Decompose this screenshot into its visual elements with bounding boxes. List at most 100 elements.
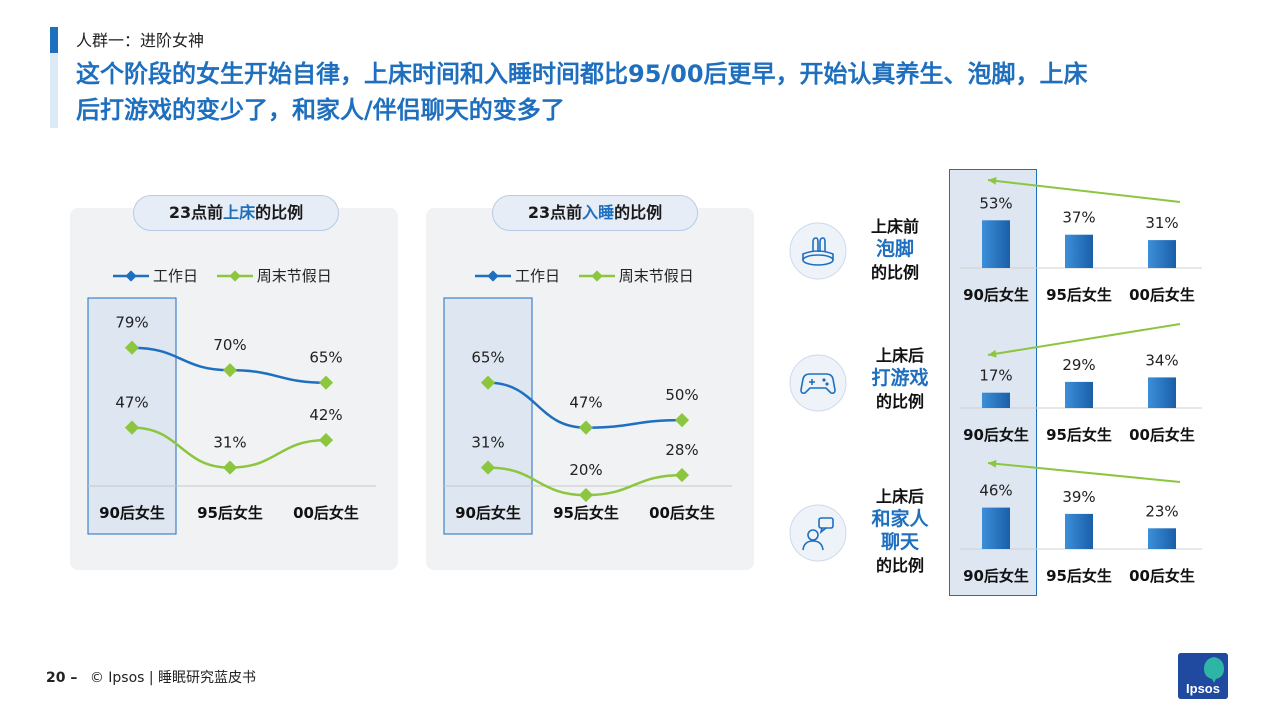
bar-category-2-2: 00后女生 xyxy=(1129,567,1195,585)
line-chart-bedtime: 79% 70% 65% 47% 31% 42% 90后女生 95后女生 00后女生 xyxy=(87,297,376,535)
page-headline: 这个阶段的女生开始自律，上床时间和入睡时间都比95/00后更早，开始认真养生、泡… xyxy=(76,56,1216,128)
data-point-1-1 xyxy=(578,487,594,503)
bar-category-0-1: 95后女生 xyxy=(1046,286,1112,304)
headline-line-1: 这个阶段的女生开始自律，上床时间和入睡时间都比95/00后更早，开始认真养生、泡… xyxy=(76,60,1088,88)
label-highlight: 泡脚 xyxy=(875,238,914,260)
bar-value-2-1: 39% xyxy=(1062,488,1095,506)
trend-arrow-2 xyxy=(987,462,1181,483)
category-label-2: 00后女生 xyxy=(293,504,359,522)
bar-0-1 xyxy=(1065,234,1093,268)
chart-title-suffix: 的比例 xyxy=(255,203,304,222)
data-point-0-2 xyxy=(318,375,334,390)
label-line: 的比例 xyxy=(870,263,919,282)
trend-arrowhead-2 xyxy=(988,459,997,468)
category-label-2: 00后女生 xyxy=(649,504,715,522)
legend-item-weekend: 周末节假日 xyxy=(216,265,332,286)
headline-line-2: 后打游戏的变少了，和家人/伴侣聊天的变多了 xyxy=(76,96,565,124)
legend-swatch-workday xyxy=(475,269,511,282)
trend-arrow-0 xyxy=(987,179,1181,203)
bar-value-0-2: 31% xyxy=(1145,214,1178,232)
data-point-0-0 xyxy=(480,375,496,390)
data-label-1-0: 31% xyxy=(471,434,504,452)
category-label-0: 90后女生 xyxy=(455,504,521,522)
bar-value-2-0: 46% xyxy=(979,482,1012,500)
data-label-1-2: 28% xyxy=(665,441,698,459)
logo-text: Ipsos xyxy=(1186,681,1220,696)
data-point-0-1 xyxy=(578,420,594,435)
label-line: 的比例 xyxy=(875,392,924,411)
bar-2-0 xyxy=(982,507,1010,549)
trend-arrowhead-1 xyxy=(988,349,997,358)
bar-charts: 53% 90后女生 37% 95后女生 31% 00后女生 17% 90后女生 29% 95后女生… xyxy=(960,177,1202,585)
logo-mark-icon: Ipsos xyxy=(1178,653,1228,699)
bar-1-2 xyxy=(1148,377,1176,408)
bar-2-1 xyxy=(1065,513,1093,549)
section-kicker: 人群一：进阶女神 xyxy=(76,31,205,50)
legend-label-workday: 工作日 xyxy=(153,267,199,285)
legend-swatch-weekend xyxy=(578,269,615,282)
label-line: 上床后 xyxy=(875,487,924,506)
data-label-1-1: 31% xyxy=(213,434,246,452)
category-label-0: 90后女生 xyxy=(99,504,165,522)
chart-title-highlight: 上床 xyxy=(223,203,256,222)
bar-1-0 xyxy=(982,392,1010,408)
bar-chart-label-chat: 上床后 和家人 聊天 的比例 xyxy=(855,485,945,577)
bar-0-0 xyxy=(982,220,1010,268)
bar-value-0-1: 37% xyxy=(1062,209,1095,227)
bar-chart-label-footbath: 上床前 泡脚 的比例 xyxy=(850,215,940,284)
ipsos-logo: Ipsos xyxy=(1178,653,1228,699)
data-label-0-2: 50% xyxy=(665,386,698,404)
legend-swatch-weekend xyxy=(216,269,253,282)
data-label-1-1: 20% xyxy=(569,461,602,479)
bar-2-2 xyxy=(1148,528,1176,549)
legend-bedtime: 工作日 周末节假日 xyxy=(113,265,346,287)
category-label-1: 95后女生 xyxy=(197,504,263,522)
data-label-0-1: 70% xyxy=(213,336,246,354)
chart-title-sleep: 23点前入睡的比例 xyxy=(492,195,698,231)
legend-label-workday: 工作日 xyxy=(515,267,561,285)
label-highlight: 和家人 xyxy=(871,508,929,530)
footer: 20 – © Ipsos | 睡眠研究蓝皮书 xyxy=(46,667,256,687)
bar-value-2-2: 23% xyxy=(1145,502,1178,520)
legend-item-workday: 工作日 xyxy=(475,265,560,286)
chart-title-prefix: 23点前 xyxy=(527,203,583,222)
data-point-1-2 xyxy=(318,433,334,448)
legend-item-weekend: 周末节假日 xyxy=(578,265,694,286)
data-label-0-1: 47% xyxy=(569,394,602,412)
chart-title-bedtime: 23点前上床的比例 xyxy=(133,195,339,231)
highlight-box-90s xyxy=(443,297,533,535)
bar-value-1-0: 17% xyxy=(979,367,1012,385)
bar-value-1-1: 29% xyxy=(1062,356,1095,374)
label-highlight: 聊天 xyxy=(880,531,919,553)
foot-bath-icon xyxy=(789,222,847,280)
legend-swatch-workday xyxy=(113,269,149,282)
gamepad-icon xyxy=(789,354,847,412)
category-label-1: 95后女生 xyxy=(553,504,619,522)
legend-label-weekend: 周末节假日 xyxy=(256,267,332,285)
page-number: 20 – xyxy=(46,670,78,686)
legend-label-weekend: 周末节假日 xyxy=(618,267,694,285)
data-label-1-0: 47% xyxy=(115,394,148,412)
data-label-0-0: 79% xyxy=(115,314,148,332)
chart-title-suffix: 的比例 xyxy=(614,203,663,222)
label-line: 的比例 xyxy=(875,556,924,575)
label-line: 上床前 xyxy=(870,217,919,236)
bar-value-0-0: 53% xyxy=(979,194,1012,212)
chart-title-prefix: 23点前 xyxy=(168,203,224,222)
label-line: 上床后 xyxy=(875,346,924,365)
data-point-1-0 xyxy=(124,420,140,435)
bar-category-0-2: 00后女生 xyxy=(1129,286,1195,304)
copyright: © Ipsos | 睡眠研究蓝皮书 xyxy=(89,670,257,686)
accent-bar-light xyxy=(50,53,58,128)
bar-category-1-2: 00后女生 xyxy=(1129,426,1195,444)
data-point-0-2 xyxy=(674,413,690,428)
bar-category-2-0: 90后女生 xyxy=(963,567,1029,585)
chat-person-icon xyxy=(789,504,847,562)
bar-category-2-1: 95后女生 xyxy=(1046,567,1112,585)
data-point-1-2 xyxy=(674,467,690,483)
trend-arrowhead-0 xyxy=(988,177,997,185)
accent-bar xyxy=(50,27,58,53)
bar-category-1-1: 95后女生 xyxy=(1046,426,1112,444)
trend-arrow-1 xyxy=(987,323,1181,356)
legend-sleep: 工作日 周末节假日 xyxy=(475,265,708,287)
